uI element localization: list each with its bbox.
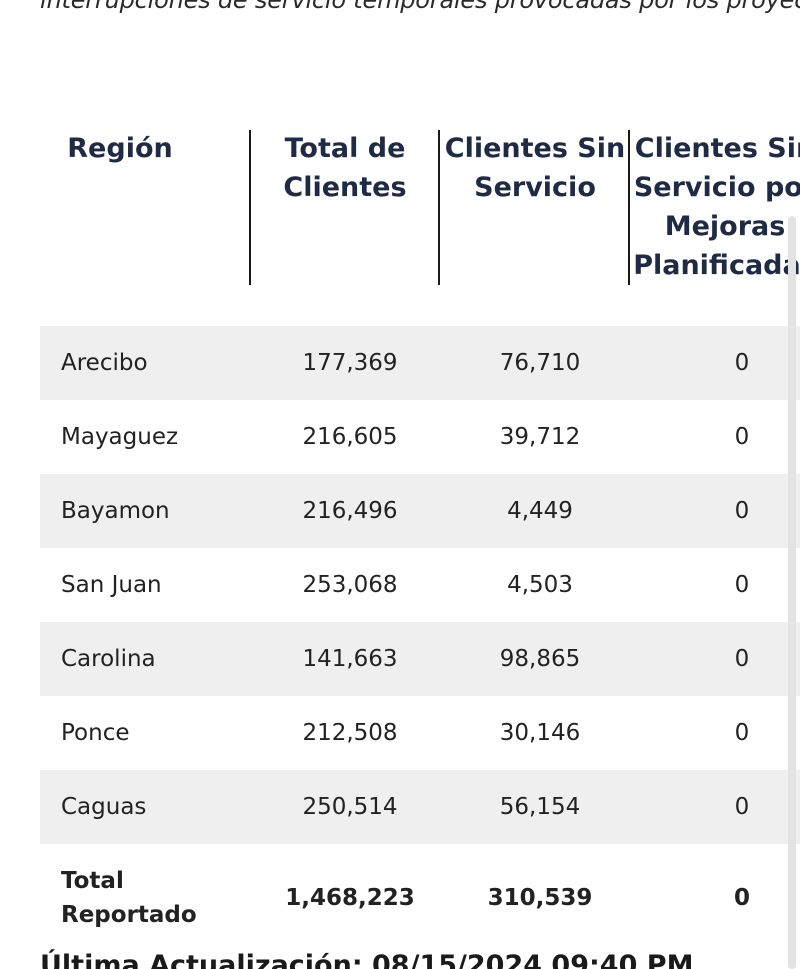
- cell-total-clients: 177,369: [302, 350, 398, 376]
- table-row: Mayaguez 216,605 39,712 0: [40, 400, 800, 474]
- cell-clients-without-service: 39,712: [499, 424, 581, 450]
- cell-clients-without-service: 98,865: [499, 646, 581, 672]
- table-row: Bayamon 216,496 4,449 0: [40, 474, 800, 548]
- cell-region: Carolina: [61, 646, 156, 672]
- cell-total-label: Total Reportado: [61, 868, 197, 928]
- table-row: Carolina 141,663 98,865 0: [40, 622, 800, 696]
- cell-clients-without-service: 4,449: [507, 498, 573, 524]
- cell-region: San Juan: [61, 572, 162, 598]
- table-row: Arecibo 177,369 76,710 0: [40, 326, 800, 400]
- cell-planned: 0: [734, 794, 750, 820]
- cell-region: Ponce: [61, 720, 130, 746]
- header-divider: [438, 130, 440, 285]
- cell-region: Mayaguez: [61, 424, 179, 450]
- cell-region: Arecibo: [61, 350, 148, 376]
- cell-clients-without-service-sum: 310,539: [487, 885, 593, 911]
- cell-planned: 0: [734, 498, 750, 524]
- table-body: Arecibo 177,369 76,710 0 Mayaguez 216,60…: [40, 326, 800, 952]
- cell-total-clients-sum: 1,468,223: [285, 885, 415, 911]
- cell-total-clients: 253,068: [302, 572, 398, 598]
- cell-region: Bayamon: [61, 498, 170, 524]
- header-divider: [628, 130, 630, 285]
- table-row: San Juan 253,068 4,503 0: [40, 548, 800, 622]
- cell-planned: 0: [734, 350, 750, 376]
- cell-total-clients: 141,663: [302, 646, 398, 672]
- table-row: Ponce 212,508 30,146 0: [40, 696, 800, 770]
- cell-total-clients: 250,514: [302, 794, 398, 820]
- cell-total-clients: 212,508: [302, 720, 398, 746]
- cell-total-clients: 216,605: [302, 424, 398, 450]
- cell-clients-without-service: 56,154: [499, 794, 581, 820]
- header-region: Región: [67, 133, 173, 164]
- header-planned-line-1: Clientes Sin: [634, 133, 800, 164]
- last-update-text: Última Actualización: 08/15/2024 09:40 P…: [40, 950, 694, 969]
- cell-clients-without-service: 30,146: [499, 720, 581, 746]
- header-divider: [249, 130, 251, 285]
- table-row: Caguas 250,514 56,154 0: [40, 770, 800, 844]
- intro-text: interrupciones de servicio temporales pr…: [40, 0, 800, 14]
- cell-planned-sum: 0: [733, 885, 750, 911]
- header-clients-without-service-planned: Clientes Sin Servicio por Mejoras Planif…: [632, 128, 800, 286]
- cell-planned: 0: [734, 646, 750, 672]
- cell-planned: 0: [734, 720, 750, 746]
- header-total-clients: Total de Clientes: [283, 133, 407, 203]
- cell-total-clients: 216,496: [302, 498, 398, 524]
- cell-clients-without-service: 76,710: [499, 350, 581, 376]
- header-planned-line-2: Servicio por: [633, 172, 800, 203]
- header-planned-line-4: Planificadas: [633, 250, 800, 281]
- header-planned-line-3: Mejoras: [664, 211, 786, 242]
- header-clients-without-service: Clientes Sin Servicio: [444, 133, 626, 203]
- cell-region: Caguas: [61, 794, 147, 820]
- table-total-row: Total Reportado 1,468,223 310,539 0: [40, 844, 800, 952]
- cell-planned: 0: [734, 424, 750, 450]
- cell-planned: 0: [734, 572, 750, 598]
- table-header: Región Total de Clientes Clientes Sin Se…: [40, 128, 800, 286]
- cell-clients-without-service: 4,503: [507, 572, 573, 598]
- scrollbar-track[interactable]: [788, 216, 796, 969]
